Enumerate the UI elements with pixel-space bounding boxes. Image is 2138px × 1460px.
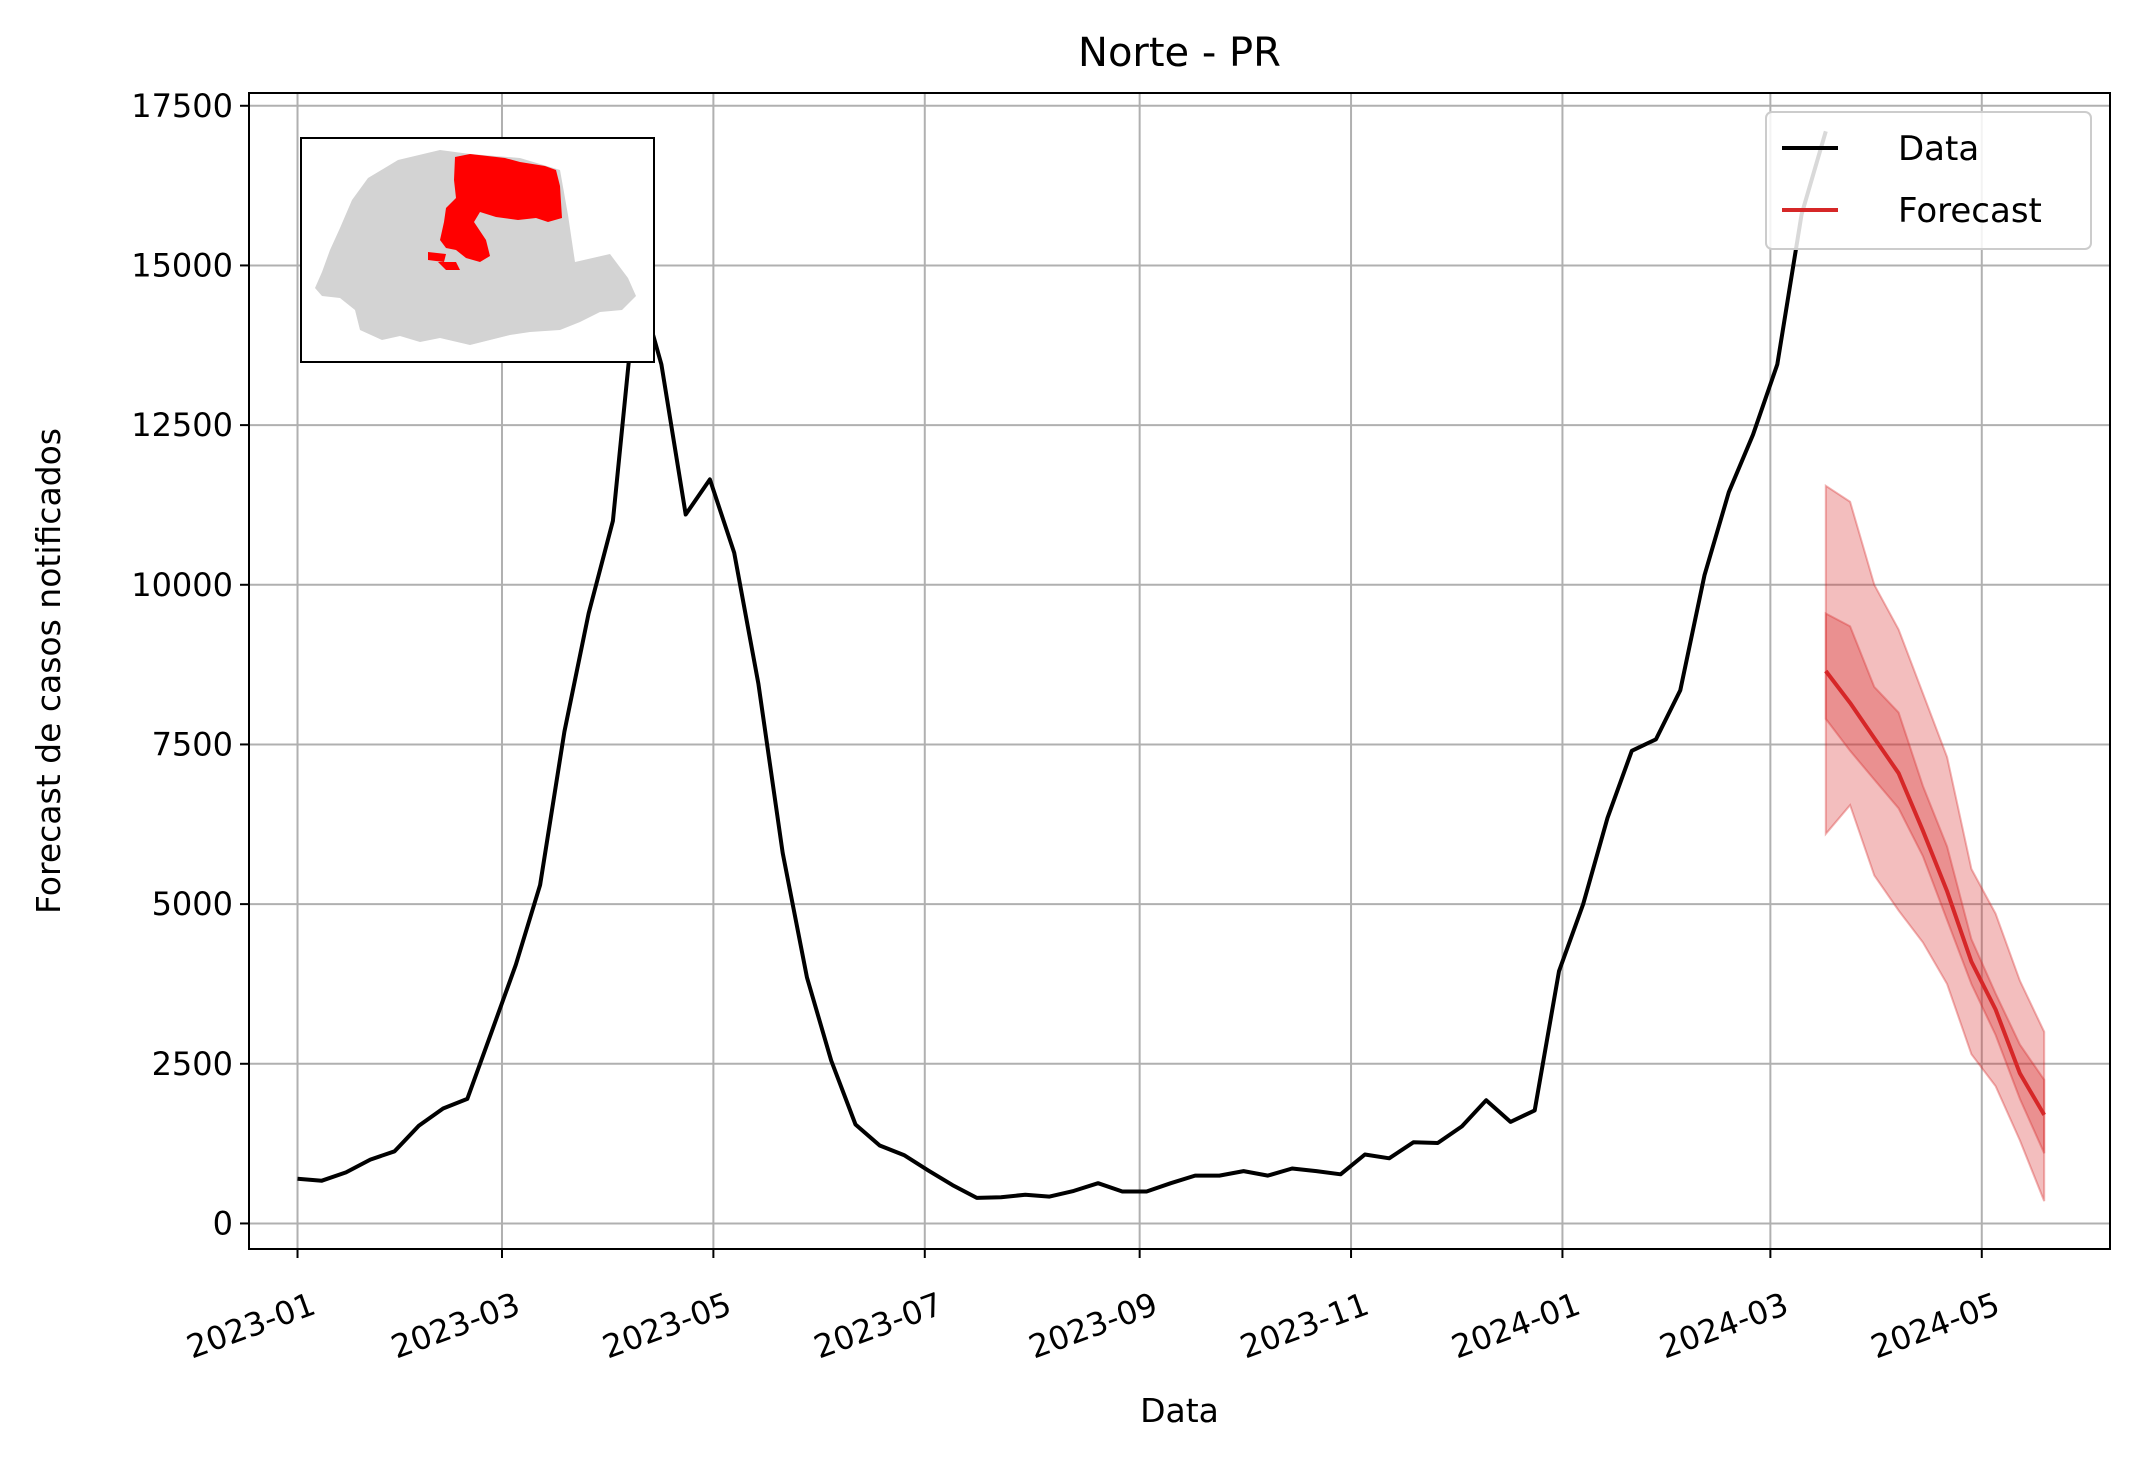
- forecast-outer-band: [1824, 483, 2046, 1202]
- region-north-fragment: [428, 252, 460, 270]
- inset-map: [300, 137, 655, 363]
- chart-title: Norte - PR: [1078, 30, 1281, 76]
- y-tick-label: 17500: [131, 87, 233, 125]
- y-axis-label: Forecast de casos notificados: [29, 428, 68, 914]
- region-north-highlight: [440, 154, 562, 262]
- legend-entry-label: Data: [1898, 129, 1979, 169]
- y-tick-label: 12500: [131, 406, 233, 444]
- legend-entry-label: Forecast: [1898, 191, 2042, 231]
- axes-frame: [248, 92, 2111, 1250]
- y-tick-label: 5000: [152, 885, 233, 923]
- legend-box: [1765, 111, 2092, 250]
- y-tick-label: 2500: [152, 1045, 233, 1083]
- grid: [249, 93, 2110, 1249]
- forecast-series-line: [1824, 669, 2046, 1116]
- series-lines: [297, 130, 2046, 1200]
- legend: Data Forecast: [1765, 111, 2092, 250]
- y-tick-label: 0: [213, 1204, 233, 1242]
- data-series-line: [297, 130, 1828, 1200]
- y-tick-label: 15000: [131, 246, 233, 284]
- y-tick-label: 7500: [152, 725, 233, 763]
- x-axis-label: Data: [1140, 1391, 1219, 1430]
- y-tick-label: 10000: [131, 566, 233, 604]
